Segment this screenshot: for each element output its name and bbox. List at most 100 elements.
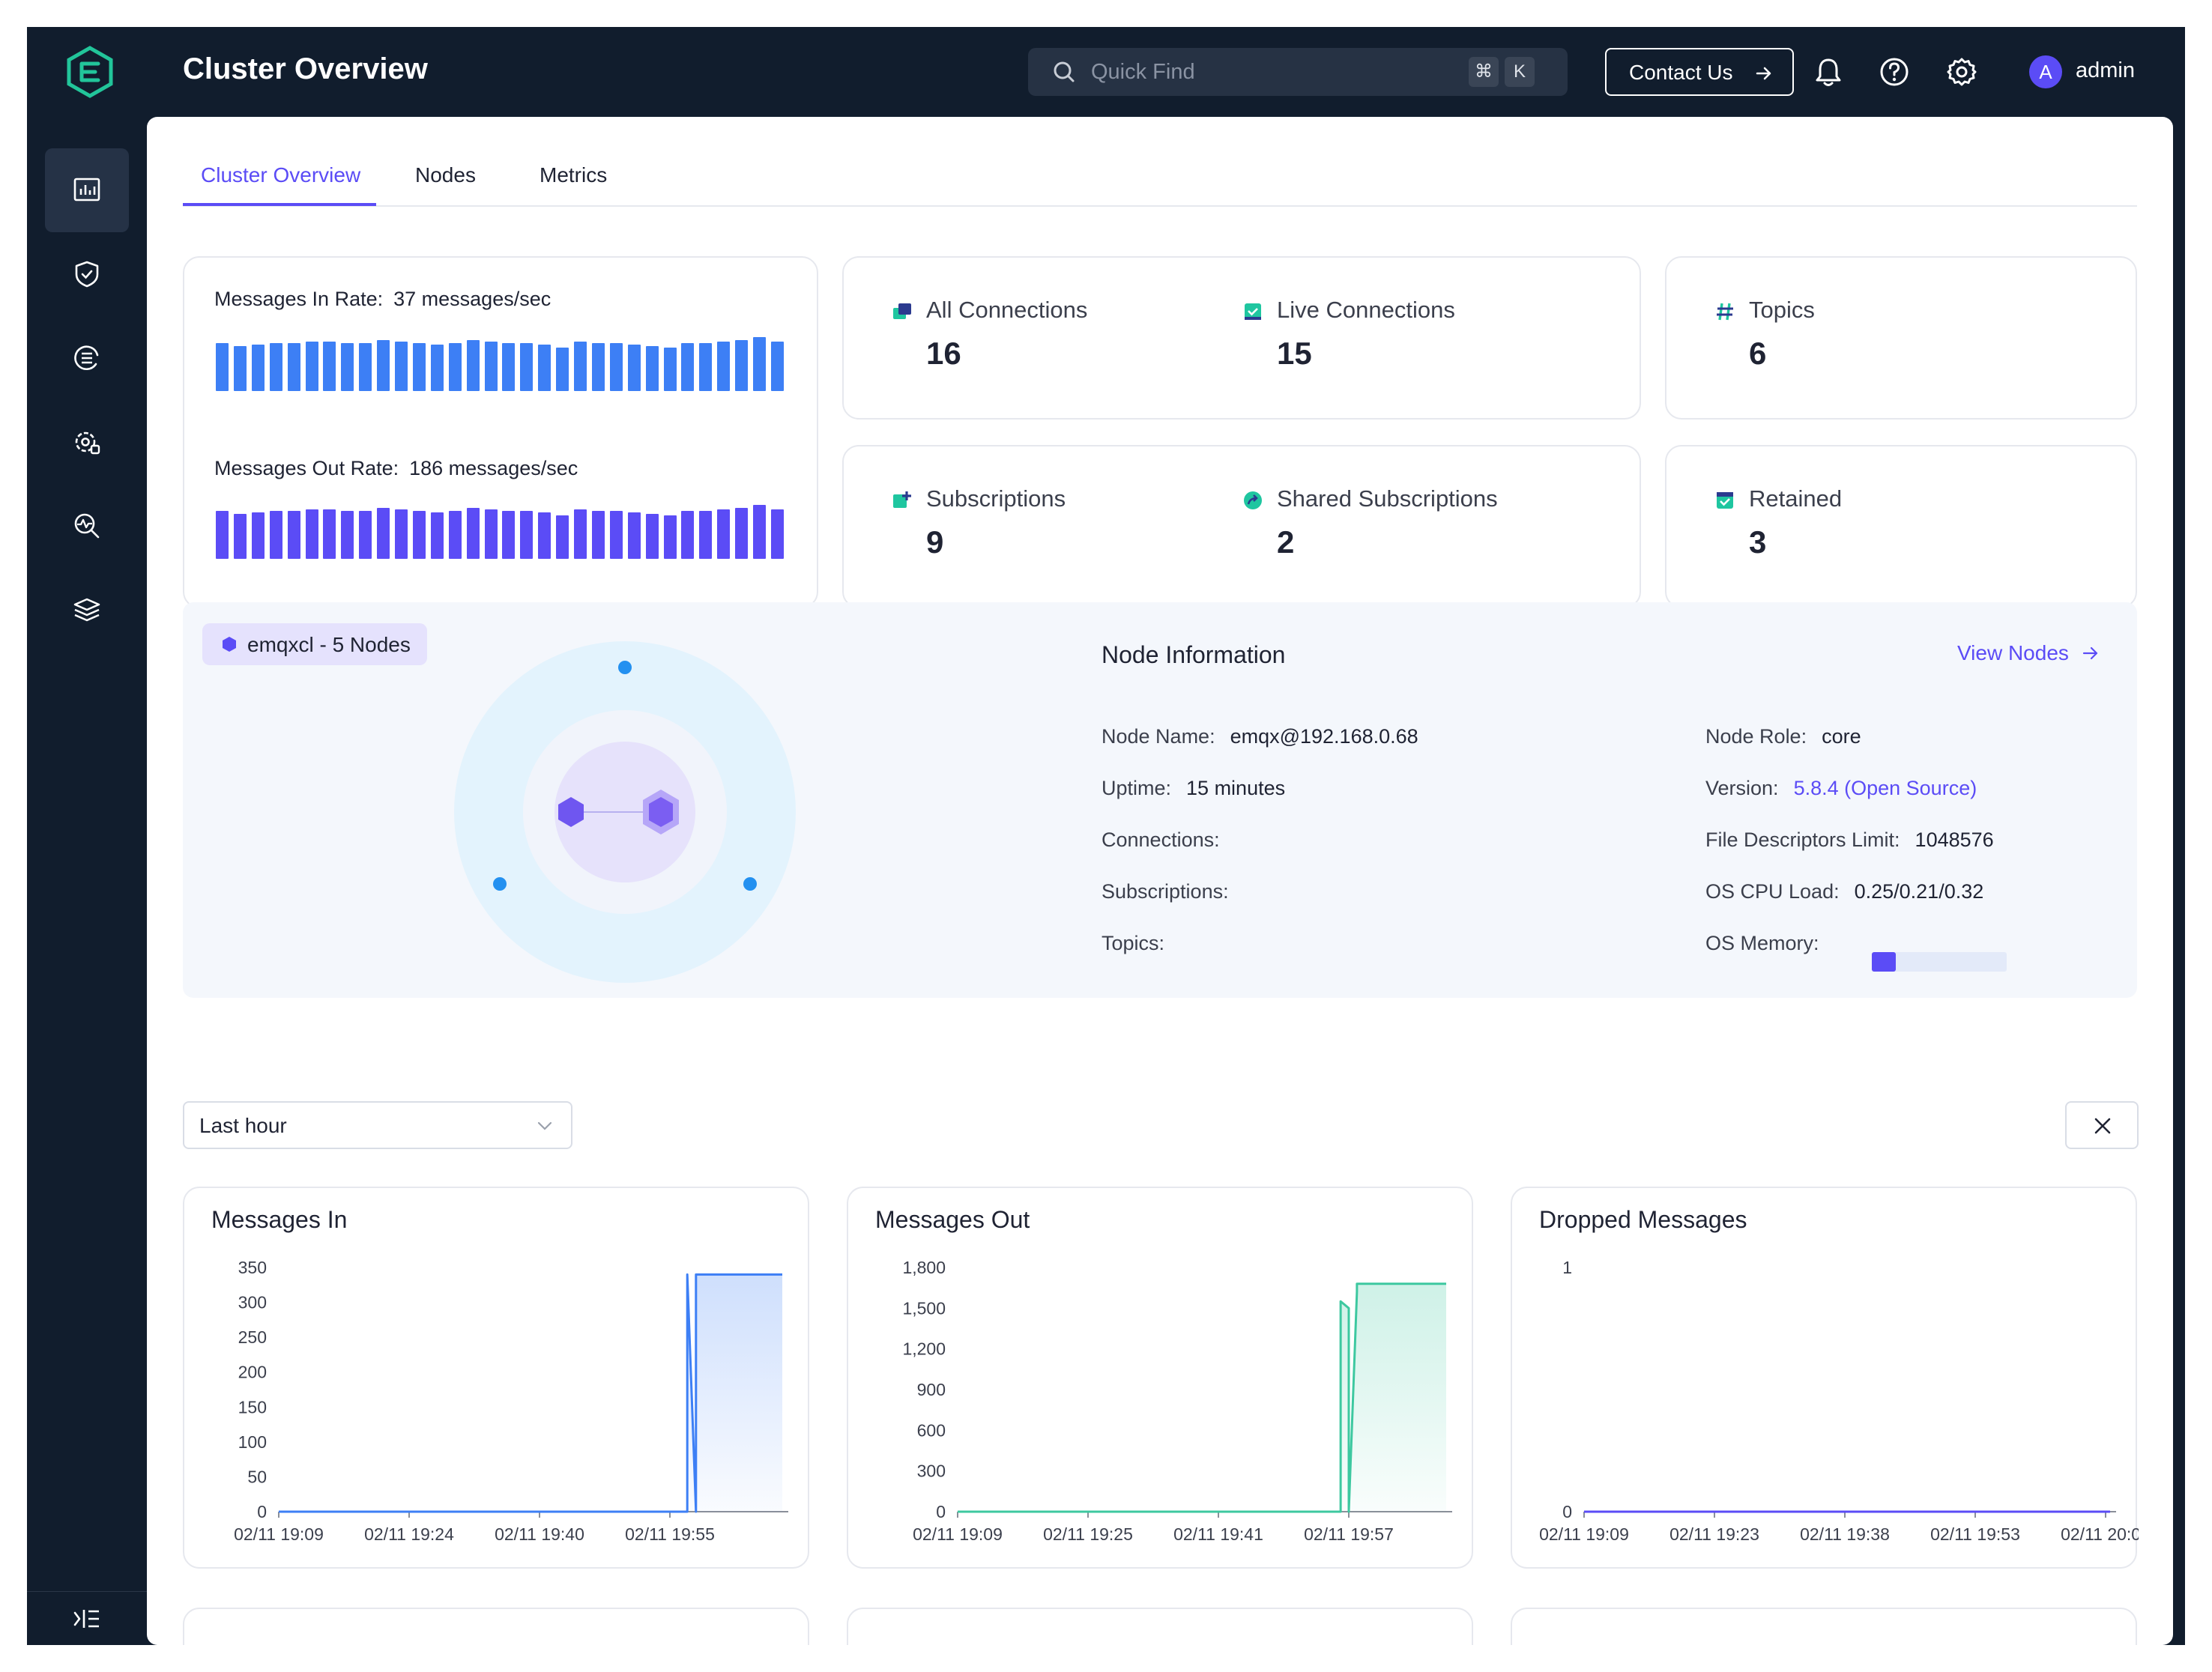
version-label: Version: [1705, 777, 1779, 799]
view-nodes-link[interactable]: View Nodes [1957, 641, 2100, 665]
y-tick-label: 150 [238, 1397, 267, 1417]
sidebar-item-integration[interactable] [45, 316, 129, 400]
rate-bar [556, 515, 569, 559]
rate-bar [233, 514, 247, 559]
rate-bar [609, 511, 623, 559]
messages-out-chart-card: Messages Out 0 300 600 900 1,200 1,500 1,800 02… [847, 1187, 1473, 1569]
quick-find-input[interactable]: Quick Find ⌘ K [1028, 48, 1568, 96]
sidebar-item-management[interactable] [45, 400, 129, 484]
sidebar-item-extensions[interactable] [45, 568, 129, 652]
top-bar: Cluster Overview Quick Find ⌘ K Contact … [27, 27, 2185, 117]
cluster-badge: emqxcl - 5 Nodes [202, 623, 427, 665]
topics-label: Topics [1749, 297, 1815, 323]
rate-bar [520, 343, 534, 391]
rate-bar [681, 511, 695, 559]
tab-metrics[interactable]: Metrics [540, 163, 608, 187]
chart-title: Dropped Messages [1539, 1206, 1747, 1233]
rate-bar [430, 345, 444, 391]
x-tick-label: 02/11 19:09 [1539, 1524, 1629, 1544]
retained-value: 3 [1749, 524, 1767, 560]
x-tick-label: 02/11 19:40 [495, 1524, 584, 1544]
management-icon [75, 431, 100, 455]
series-area [958, 1283, 1446, 1512]
x-tick-label: 02/11 19:24 [364, 1524, 454, 1544]
node-role-value: core [1822, 725, 1861, 748]
rate-bar [699, 511, 713, 559]
y-tick-label: 1,200 [902, 1339, 946, 1359]
rate-bar [717, 509, 731, 559]
x-tick-label: 02/11 19:41 [1173, 1524, 1263, 1544]
sidebar-item-access-control[interactable] [45, 232, 129, 316]
shield-icon [75, 261, 99, 288]
layers-icon [73, 598, 100, 622]
rate-bar [627, 345, 641, 391]
uptime-value: 15 minutes [1186, 777, 1286, 799]
rate-bar [233, 346, 247, 391]
contact-us-button[interactable]: Contact Us [1605, 48, 1794, 96]
rate-bar [753, 337, 766, 391]
node-topology-panel: emqxcl - 5 Nodes Node Information View N… [183, 602, 2137, 998]
node-information-title: Node Information [1102, 641, 1286, 668]
sidebar-item-diagnose[interactable] [45, 484, 129, 568]
y-tick-label: 50 [247, 1467, 267, 1486]
y-tick-label: 600 [917, 1420, 946, 1440]
rate-bar [591, 511, 605, 559]
avatar[interactable]: A [2029, 55, 2062, 88]
rate-bar [216, 511, 229, 559]
close-metrics-button[interactable] [2065, 1101, 2139, 1149]
all-connections-label: All Connections [926, 297, 1088, 323]
rate-bar [699, 343, 713, 391]
emqx-logo-icon[interactable] [63, 45, 117, 99]
y-tick-label: 200 [238, 1363, 267, 1382]
os-memory-progress-fill [1872, 952, 1897, 972]
series-line [279, 1273, 782, 1513]
diagnose-icon [74, 513, 100, 539]
replicant-node-dot[interactable] [743, 877, 757, 891]
y-tick-label: 900 [917, 1380, 946, 1399]
rate-bar [412, 343, 426, 391]
messages-in-chart-card: Messages In 0 50 100 150 200 250 300 350 02/11 1… [183, 1187, 809, 1569]
tab-nodes[interactable]: Nodes [415, 163, 476, 187]
replicant-node-dot[interactable] [618, 661, 632, 674]
arrow-right-icon [1756, 67, 1771, 80]
messages-out-rate-label: Messages Out Rate: [214, 457, 399, 479]
version-link[interactable]: 5.8.4 (Open Source) [1793, 777, 1977, 799]
y-tick-label: 300 [917, 1462, 946, 1481]
x-tick-label: 02/11 19:38 [1800, 1524, 1890, 1544]
rate-bar [538, 512, 552, 559]
rate-bar [251, 345, 265, 391]
y-tick-label: 250 [238, 1327, 267, 1347]
node-role-row: Node Role: core [1705, 725, 1861, 748]
y-tick-label: 1,800 [902, 1258, 946, 1277]
node-subscriptions-label: Subscriptions: [1102, 880, 1229, 903]
sidebar-item-dashboard[interactable] [45, 148, 129, 232]
rate-bar [538, 345, 552, 391]
rate-bar [645, 346, 659, 391]
os-memory-label: OS Memory: [1705, 932, 1819, 954]
gear-icon[interactable] [1945, 55, 1978, 88]
tab-cluster-overview[interactable]: Cluster Overview [201, 163, 361, 187]
integration-icon [74, 345, 99, 371]
connections-icon [893, 303, 911, 319]
help-icon[interactable] [1878, 55, 1911, 88]
x-tick-label: 02/11 19:09 [234, 1524, 324, 1544]
bell-icon[interactable] [1812, 55, 1845, 88]
add-subscription-icon [893, 491, 911, 508]
time-range-select[interactable]: Last hour [183, 1101, 572, 1149]
rate-bar [735, 508, 749, 559]
y-tick-label: 300 [238, 1293, 267, 1312]
node-name-row: Node Name: emqx@192.168.0.68 [1102, 725, 1418, 748]
core-node-hexagon[interactable] [558, 797, 584, 827]
collapse-sidebar-button[interactable] [27, 1591, 147, 1645]
replicant-node-dot[interactable] [493, 877, 507, 891]
messages-out-rate-value: 186 messages/sec [409, 457, 578, 479]
contact-us-label: Contact Us [1629, 61, 1733, 84]
collapse-menu-icon [73, 1610, 99, 1628]
page-title: Cluster Overview [183, 52, 428, 85]
username[interactable]: admin [2076, 58, 2135, 82]
chart-card-partial [183, 1608, 809, 1645]
node-connections-row: Connections: [1102, 829, 1220, 852]
dropped-messages-chart: 0 1 02/11 19:09 02/11 19:23 02/11 19:38 02/11… [1539, 1258, 2139, 1544]
live-connections-label: Live Connections [1277, 297, 1455, 323]
chart-card-partial [847, 1608, 1473, 1645]
